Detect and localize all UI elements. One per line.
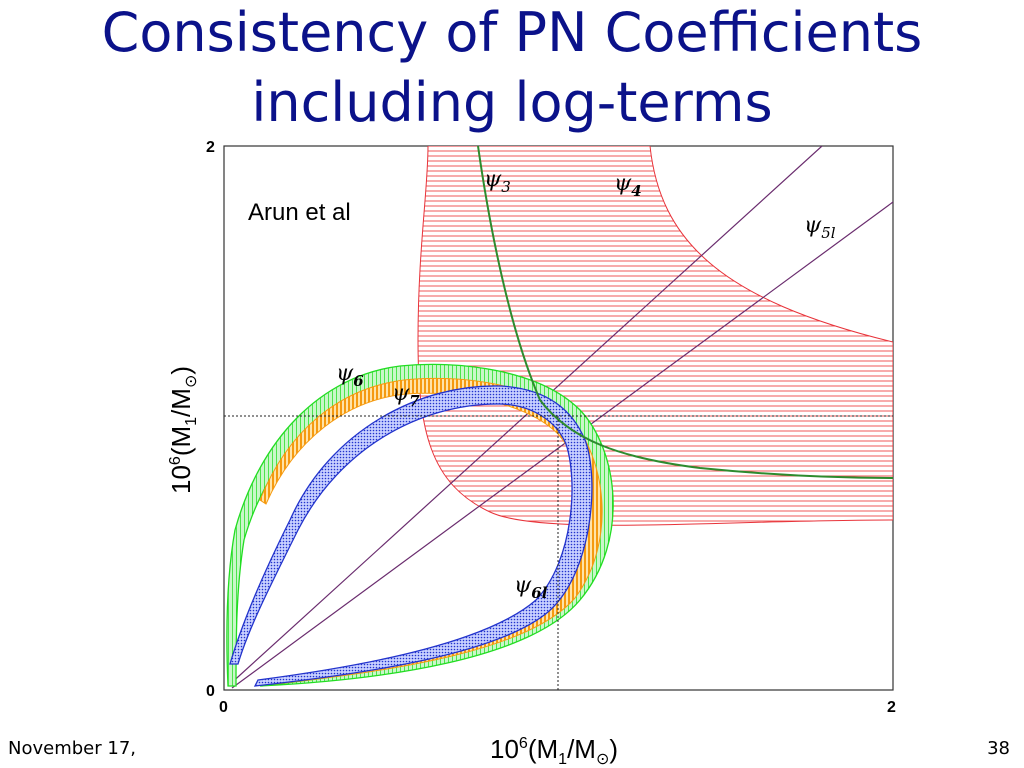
y-axis-label: 106(M1/M⊙) (166, 366, 200, 494)
psi3-label: ψ3 (484, 167, 511, 196)
slide-title-line-2: including log-terms (251, 71, 773, 134)
page-number: 38 (987, 738, 1010, 759)
annotation-arun: Arun et al (248, 199, 351, 226)
x-tick-right: 2 (887, 699, 896, 716)
psi3-curve (477, 146, 893, 479)
psi5l-label: ψ5l (804, 213, 836, 242)
psi6-label: ψ6 (336, 361, 364, 390)
psi7-label: ψ7 (392, 381, 420, 410)
slide-title-line-1: Consistency of PN Coefficients (101, 1, 923, 64)
y-tick-bottom: 0 (206, 683, 215, 700)
psi4-band (417, 146, 893, 526)
x-axis-label: 106(M1/M⊙) (490, 734, 618, 768)
x-tick-left: 0 (219, 699, 228, 716)
psi4-label: ψ4 (614, 171, 642, 200)
footer-date: November 17, (8, 738, 136, 759)
psi6l-label: ψ6l (514, 573, 548, 602)
y-tick-top: 2 (206, 139, 215, 156)
